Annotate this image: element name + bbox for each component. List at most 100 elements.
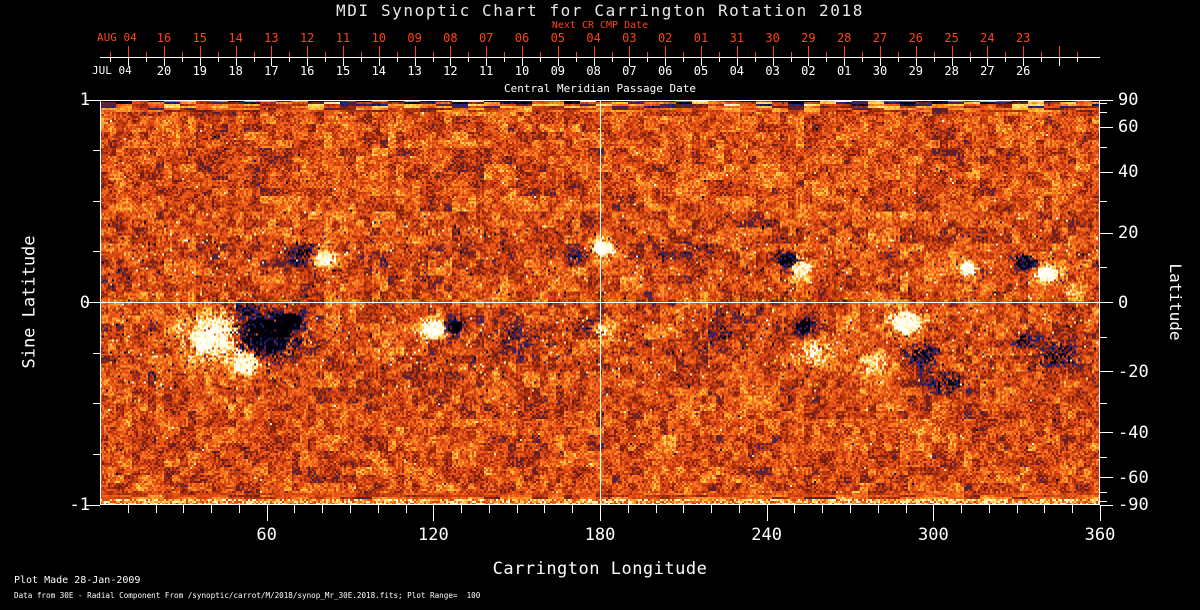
cmp-tick: [378, 58, 380, 66]
cmp-day-label: 20: [156, 64, 172, 78]
next-cr-day-label: 25: [944, 31, 959, 45]
latitude-tick-label: -20: [1118, 361, 1149, 382]
cmp-tick: [969, 58, 971, 62]
next-cr-day-label: 16: [156, 31, 172, 45]
latitude-tick-label: 0: [1118, 292, 1129, 313]
cmp-tick: [146, 58, 148, 62]
next-cr-tick: [611, 51, 613, 57]
cmp-tick: [844, 58, 846, 66]
next-cr-tick: [826, 51, 828, 57]
latitude-major-tick: [1100, 126, 1113, 128]
cmp-day-label: 19: [192, 64, 208, 78]
longitude-major-tick: [933, 505, 935, 521]
next-cr-tick: [951, 46, 953, 57]
longitude-minor-tick: [405, 505, 407, 513]
cmp-day-label: 17: [264, 64, 279, 78]
next-cr-tick: [915, 46, 917, 57]
cmp-tick: [181, 58, 183, 62]
cmp-tick: [1005, 58, 1007, 62]
longitude-tick-label: 300: [917, 525, 949, 545]
cmp-tick: [951, 58, 953, 66]
cmp-day-label: 12: [443, 64, 458, 78]
cmp-tick: [396, 58, 398, 62]
cmp-tick: [414, 58, 416, 66]
next-cr-day-label: 15: [192, 31, 208, 45]
next-cr-tick: [629, 46, 631, 57]
cmp-tick: [897, 58, 899, 62]
next-cr-tick: [772, 46, 774, 57]
cmp-tick: [880, 58, 881, 66]
cmp-tick: [808, 58, 810, 66]
next-cr-tick: [665, 46, 667, 57]
latitude-major-tick: [1100, 371, 1113, 373]
cmp-tick: [271, 58, 273, 66]
sine-latitude-minor-tick: [93, 403, 100, 405]
next-cr-tick: [593, 46, 595, 57]
longitude-minor-tick: [211, 505, 213, 513]
next-cr-tick: [987, 46, 989, 57]
next-cr-tick: [969, 51, 971, 57]
cmp-tick: [289, 58, 291, 62]
top-axis-line: [100, 57, 1100, 58]
next-cr-tick: [235, 46, 237, 57]
latitude-major-tick: [1100, 504, 1113, 506]
cmp-tick: [718, 58, 720, 62]
meridian-180-crosshair-line: [600, 100, 601, 505]
next-cr-day-label: 24: [980, 31, 995, 45]
cmp-tick: [1076, 58, 1078, 62]
next-cr-day-label: 29: [801, 31, 816, 45]
next-cr-tick: [790, 51, 792, 57]
sine-latitude-major-tick: [86, 302, 100, 303]
cmp-tick: [343, 58, 344, 66]
latitude-minor-tick: [1100, 146, 1107, 148]
latitude-minor-tick: [1100, 266, 1107, 268]
cmp-tick: [432, 58, 434, 62]
longitude-minor-tick: [683, 505, 685, 513]
next-cr-day-label: 07: [478, 31, 494, 45]
next-cr-tick: [880, 46, 881, 57]
latitude-major-tick: [1100, 232, 1113, 234]
next-cr-tick: [575, 51, 577, 57]
longitude-minor-tick: [905, 505, 907, 513]
cmp-day-label: 28: [944, 64, 959, 78]
longitude-tick-label: 360: [1084, 525, 1116, 545]
cmp-tick: [611, 58, 613, 62]
next-cr-tick: [539, 51, 541, 57]
cmp-tick: [217, 58, 219, 62]
sine-latitude-major-tick: [86, 504, 100, 506]
cmp-day-label: 06: [657, 64, 673, 78]
next-cr-tick: [164, 46, 165, 57]
cmp-tick: [665, 58, 667, 66]
next-cr-day-label: 04: [586, 31, 601, 45]
cmp-tick: [522, 58, 523, 66]
next-cr-tick: [307, 46, 309, 57]
next-cr-day-label: 08: [443, 31, 458, 45]
cmp-tick: [557, 58, 559, 66]
longitude-minor-tick: [1072, 505, 1074, 513]
next-cr-tick: [128, 46, 130, 57]
latitude-minor-tick: [1100, 457, 1107, 459]
next-cr-tick: [414, 46, 416, 57]
next-cr-tick: [378, 46, 380, 57]
longitude-minor-tick: [572, 505, 574, 513]
longitude-minor-tick: [461, 505, 463, 513]
next-cr-tick: [862, 51, 864, 57]
latitude-minor-tick: [1100, 111, 1107, 113]
longitude-tick-label: 180: [584, 525, 616, 545]
next-cr-day-label: 31: [729, 31, 745, 45]
cmp-day-label: 16: [299, 64, 315, 78]
next-cr-tick: [1023, 46, 1025, 57]
longitude-minor-tick: [655, 505, 657, 513]
next-cr-day-label: 06: [514, 31, 530, 45]
carrington-longitude-axis-title: Carrington Longitude: [492, 559, 708, 579]
cmp-day-label: 08: [586, 64, 601, 78]
latitude-axis-title: Latitude: [1165, 263, 1185, 341]
next-cr-tick: [468, 51, 470, 57]
sine-latitude-minor-tick: [93, 251, 100, 253]
sine-latitude-minor-tick: [93, 352, 100, 354]
longitude-tick-label: 120: [417, 525, 449, 545]
next-cr-day-label: 13: [264, 31, 279, 45]
next-cr-day-label: 14: [228, 31, 243, 45]
cmp-tick: [360, 58, 362, 62]
cmp-month-label: JUL 04: [92, 64, 132, 77]
